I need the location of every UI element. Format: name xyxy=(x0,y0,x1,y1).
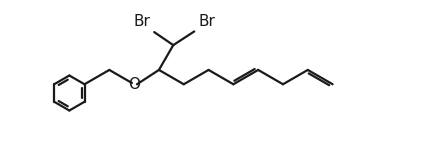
Text: O: O xyxy=(128,77,140,92)
Text: Br: Br xyxy=(198,14,215,29)
Text: Br: Br xyxy=(133,14,150,29)
